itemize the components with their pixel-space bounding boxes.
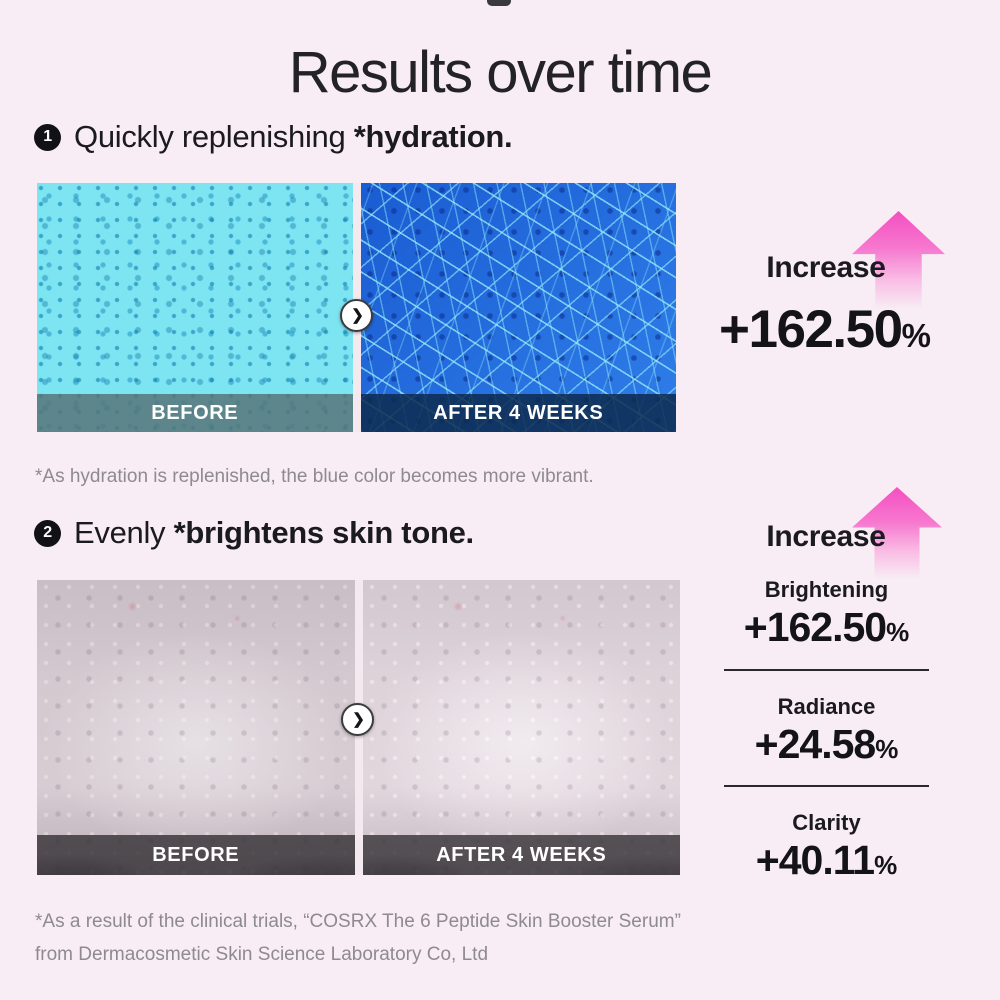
stat-divider bbox=[724, 785, 929, 787]
hydration-increase-value: +162.50% bbox=[690, 299, 960, 360]
value-number: +40.11 bbox=[755, 837, 875, 883]
cropped-top-artifact bbox=[487, 0, 511, 6]
compare-next-button-hydration[interactable]: ❯ bbox=[340, 299, 373, 332]
stat-value-radiance: +24.58% bbox=[722, 721, 931, 768]
footnote-line-1: *As a result of the clinical trials, “CO… bbox=[35, 911, 681, 932]
value-number: +162.50 bbox=[719, 300, 903, 359]
increase-label-hydration: Increase bbox=[766, 251, 886, 284]
stat-value-clarity: +40.11% bbox=[722, 837, 931, 884]
hydration-footnote: *As hydration is replenished, the blue c… bbox=[35, 466, 594, 487]
before-image-hydration: BEFORE bbox=[37, 183, 353, 432]
before-label-bar: BEFORE bbox=[37, 835, 355, 875]
compare-next-button-skin[interactable]: ❯ bbox=[341, 703, 374, 736]
value-unit: % bbox=[901, 317, 931, 354]
before-label: BEFORE bbox=[151, 401, 239, 424]
page-title: Results over time bbox=[288, 39, 713, 105]
after-image-skin: AFTER 4 WEEKS bbox=[362, 580, 680, 875]
chevron-right-icon: ❯ bbox=[351, 307, 364, 324]
stat-label-clarity: Clarity bbox=[792, 810, 861, 835]
after-label: AFTER 4 WEEKS bbox=[436, 843, 607, 866]
value-number: +162.50 bbox=[743, 604, 887, 650]
before-image-skin: BEFORE bbox=[37, 580, 355, 875]
heading-bold-text: *hydration. bbox=[353, 119, 513, 154]
stat-label-brightening: Brightening bbox=[764, 577, 889, 602]
heading-regular-text: Quickly replenishing bbox=[74, 119, 354, 154]
clinical-trials-footnote: *As a result of the clinical trials, “CO… bbox=[35, 905, 681, 971]
stat-label-radiance: Radiance bbox=[777, 694, 876, 719]
value-unit: % bbox=[886, 617, 910, 647]
before-label-bar: BEFORE bbox=[37, 394, 353, 432]
number-2-badge: 2 bbox=[34, 519, 61, 547]
before-label: BEFORE bbox=[152, 843, 240, 866]
after-image-hydration: AFTER 4 WEEKS bbox=[360, 183, 676, 432]
increase-label-skin: Increase bbox=[766, 520, 886, 553]
section-2-heading: 2 Evenly *brightens skin tone. bbox=[34, 515, 474, 551]
section-2-heading-text: Evenly *brightens skin tone. bbox=[74, 515, 474, 551]
stat-value-brightening: +162.50% bbox=[722, 604, 931, 651]
section-1-heading-text: Quickly replenishing *hydration. bbox=[74, 119, 513, 155]
value-unit: % bbox=[874, 850, 898, 880]
section-1-heading: 1 Quickly replenishing *hydration. bbox=[34, 119, 513, 155]
stat-divider bbox=[724, 669, 929, 671]
number-1-badge: 1 bbox=[34, 123, 61, 151]
heading-bold-text: *brightens skin tone. bbox=[173, 515, 475, 550]
footnote-line-2: from Dermacosmetic Skin Science Laborato… bbox=[35, 944, 489, 965]
after-label: AFTER 4 WEEKS bbox=[433, 401, 604, 424]
after-label-bar: AFTER 4 WEEKS bbox=[360, 394, 676, 432]
before-after-comparison-hydration: BEFORE AFTER 4 WEEKS bbox=[37, 183, 676, 432]
after-label-bar: AFTER 4 WEEKS bbox=[362, 835, 680, 875]
chevron-right-icon: ❯ bbox=[352, 711, 365, 728]
value-number: +24.58 bbox=[754, 721, 877, 767]
value-unit: % bbox=[875, 734, 899, 764]
heading-regular-text: Evenly bbox=[74, 515, 174, 550]
